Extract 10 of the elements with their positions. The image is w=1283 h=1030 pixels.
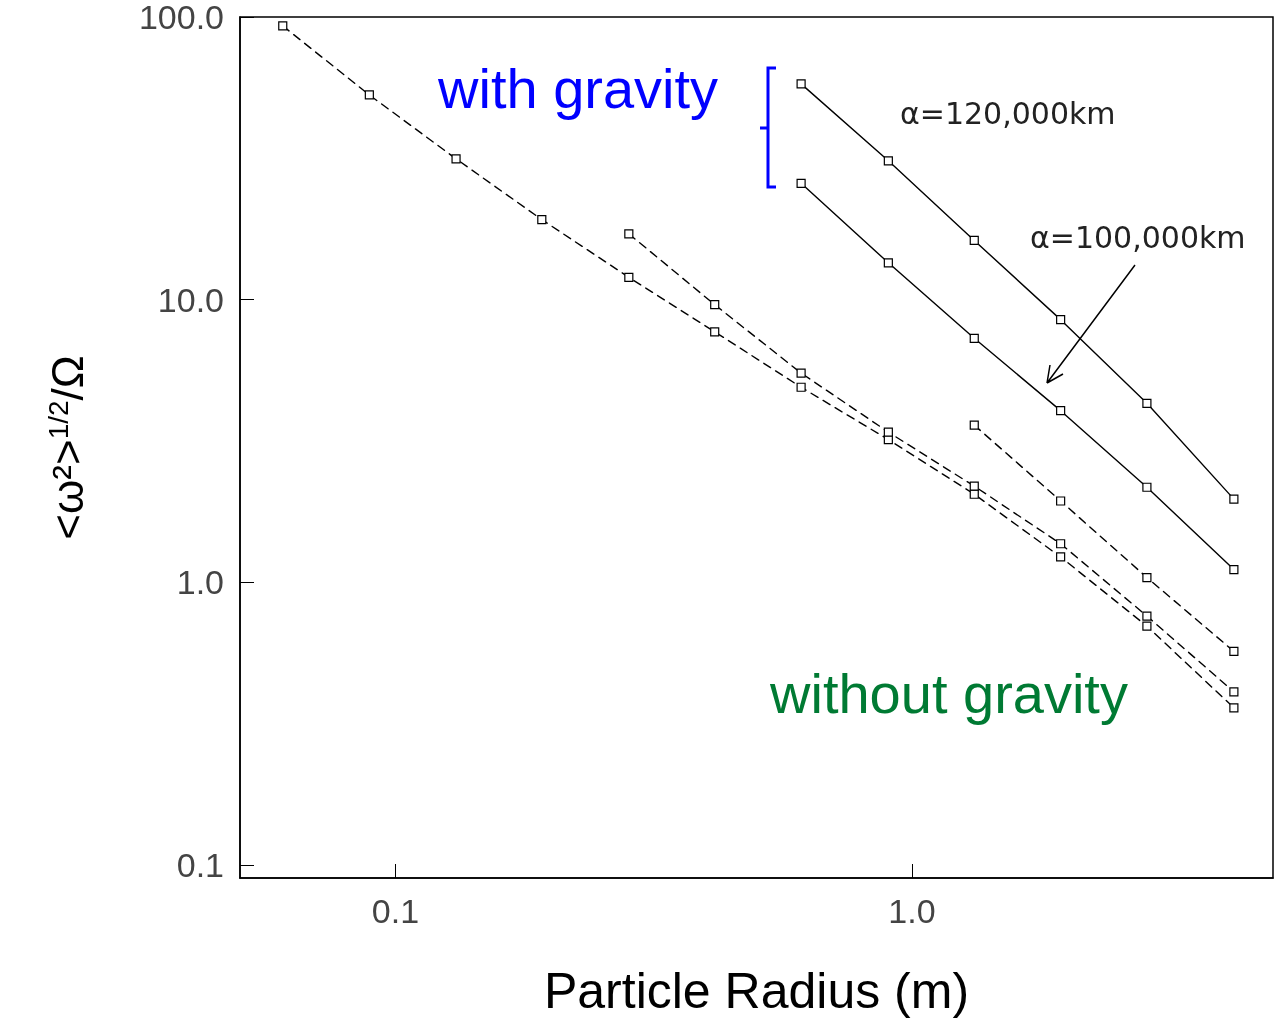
annotation: α=100,000km — [1030, 219, 1246, 255]
annotation: with gravity — [437, 56, 719, 120]
y-tick-label: 0.1 — [176, 846, 224, 885]
y-axis-title: <ω²>1/2/Ω — [42, 355, 92, 540]
y-tick-label: 10.0 — [157, 280, 224, 319]
y-tick-label: 100.0 — [138, 0, 224, 36]
y-tick-label: 1.0 — [176, 563, 224, 602]
annotation: α=120,000km — [900, 95, 1116, 131]
annotation: without gravity — [769, 661, 1128, 725]
x-axis-title: Particle Radius (m) — [543, 963, 970, 1019]
